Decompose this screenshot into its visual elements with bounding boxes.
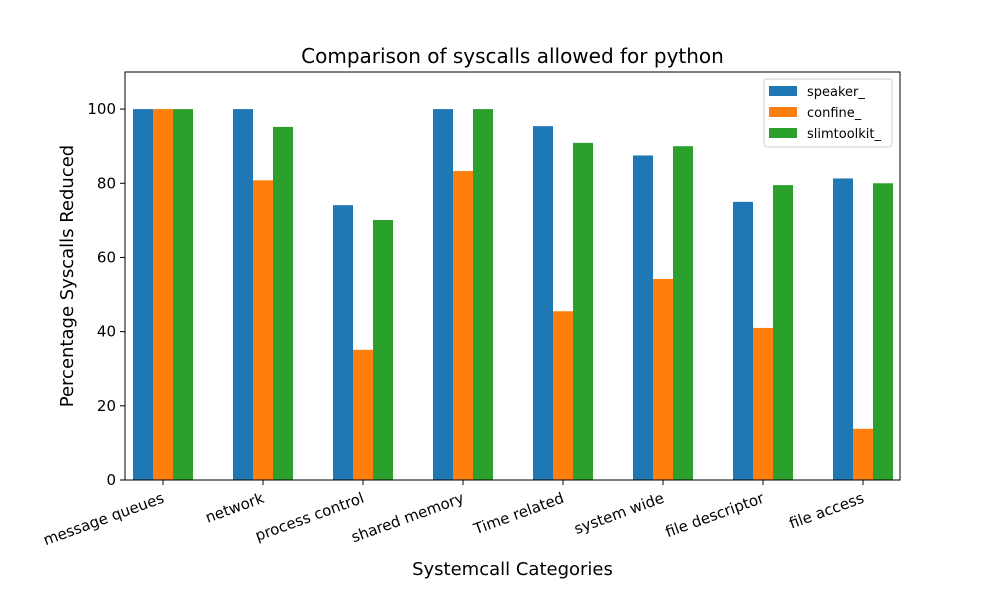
legend: speaker_ confine_ slimtoolkit_ <box>763 78 893 148</box>
y-tick-label: 80 <box>97 174 116 192</box>
bar-confine-network <box>253 180 273 480</box>
x-tick-label: message queues <box>41 489 167 549</box>
x-tick-label: process control <box>253 489 367 545</box>
y-tick-label: 0 <box>106 471 116 489</box>
x-tick-label: network <box>203 489 267 527</box>
bar-confine-system-wide <box>653 278 673 480</box>
bar-slimtoolkit-system-wide <box>673 146 693 480</box>
bar-slimtoolkit-file-access <box>873 183 893 481</box>
bars-group <box>133 109 893 481</box>
chart-title: Comparison of syscalls allowed for pytho… <box>301 44 724 68</box>
bar-speaker-process-control <box>333 205 353 480</box>
x-tick-label: Time related <box>470 489 566 539</box>
plot-frame <box>124 71 901 481</box>
legend-label: speaker_ <box>807 85 865 100</box>
bar-slimtoolkit-network <box>273 126 293 481</box>
y-tick-label: 100 <box>87 100 116 118</box>
bar-speaker-file-descriptor <box>733 201 753 480</box>
bar-confine-shared-memory <box>453 171 473 481</box>
legend-swatch <box>769 128 797 138</box>
bar-speaker-file-access <box>833 178 853 480</box>
bar-speaker-message-queues <box>133 109 153 480</box>
bar-speaker-system-wide <box>633 155 653 481</box>
x-tick-label: system wide <box>572 489 667 538</box>
legend-swatch <box>769 107 797 117</box>
bar-confine-message-queues <box>153 109 173 480</box>
bar-confine-file-descriptor <box>753 327 773 480</box>
y-tick-label: 40 <box>97 323 116 341</box>
bar-speaker-time-related <box>533 126 553 481</box>
legend-label: confine_ <box>807 106 862 121</box>
bar-speaker-shared-memory <box>433 109 453 480</box>
bar-confine-file-access <box>853 428 873 480</box>
y-tick-label: 60 <box>97 248 116 266</box>
bar-speaker-network <box>233 109 253 480</box>
x-tick-label: file access <box>787 489 867 533</box>
bar-confine-process-control <box>353 349 373 480</box>
bar-slimtoolkit-file-descriptor <box>773 185 793 481</box>
y-axis: 0 20 40 60 80 100 <box>87 100 125 489</box>
bar-confine-time-related <box>553 311 573 480</box>
y-tick-label: 20 <box>97 397 116 415</box>
legend-label: slimtoolkit_ <box>807 127 882 142</box>
x-axis-label: Systemcall Categories <box>412 559 613 580</box>
x-tick-label: file descriptor <box>663 489 767 542</box>
y-axis-label: Percentage Syscalls Reduced <box>57 145 78 407</box>
bar-slimtoolkit-process-control <box>373 219 393 480</box>
bar-slimtoolkit-time-related <box>573 142 593 481</box>
legend-swatch <box>769 86 797 96</box>
bar-slimtoolkit-message-queues <box>173 109 193 480</box>
bar-slimtoolkit-shared-memory <box>473 109 493 480</box>
x-tick-label: shared memory <box>349 489 467 547</box>
